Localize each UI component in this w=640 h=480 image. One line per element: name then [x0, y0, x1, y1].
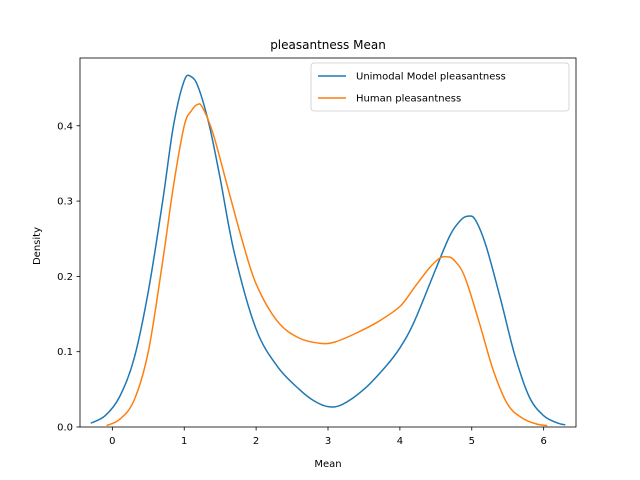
chart-title: pleasantness Mean: [270, 38, 386, 52]
x-tick-label: 3: [325, 436, 331, 447]
x-tick-label: 0: [109, 436, 115, 447]
legend: Unimodal Model pleasantness Human pleasan…: [310, 62, 570, 112]
legend-box: [310, 62, 570, 112]
legend-label-1: Unimodal Model pleasantness: [356, 72, 506, 83]
series-line-2: [106, 103, 548, 427]
y-tick-label: 0.4: [57, 121, 73, 132]
y-tick-label: 0.3: [57, 197, 73, 208]
x-axis-label: Mean: [314, 459, 341, 470]
y-tick-label: 0.2: [57, 272, 73, 283]
series-line-1: [90, 74, 566, 426]
y-tick-label: 0.0: [57, 423, 73, 434]
x-tick-label: 4: [397, 436, 403, 447]
legend-label-2: Human pleasantness: [356, 94, 461, 105]
y-tick-label: 0.1: [57, 347, 73, 358]
y-axis-label: Density: [32, 227, 43, 265]
x-tick-label: 6: [540, 436, 546, 447]
plot-area: 0 1 2 3 4 5 6 0.0 0.1 0.2 0.3 0.4: [57, 57, 577, 447]
x-tick-label: 5: [469, 436, 475, 447]
x-tick-label: 1: [181, 436, 187, 447]
x-tick-label: 2: [253, 436, 259, 447]
